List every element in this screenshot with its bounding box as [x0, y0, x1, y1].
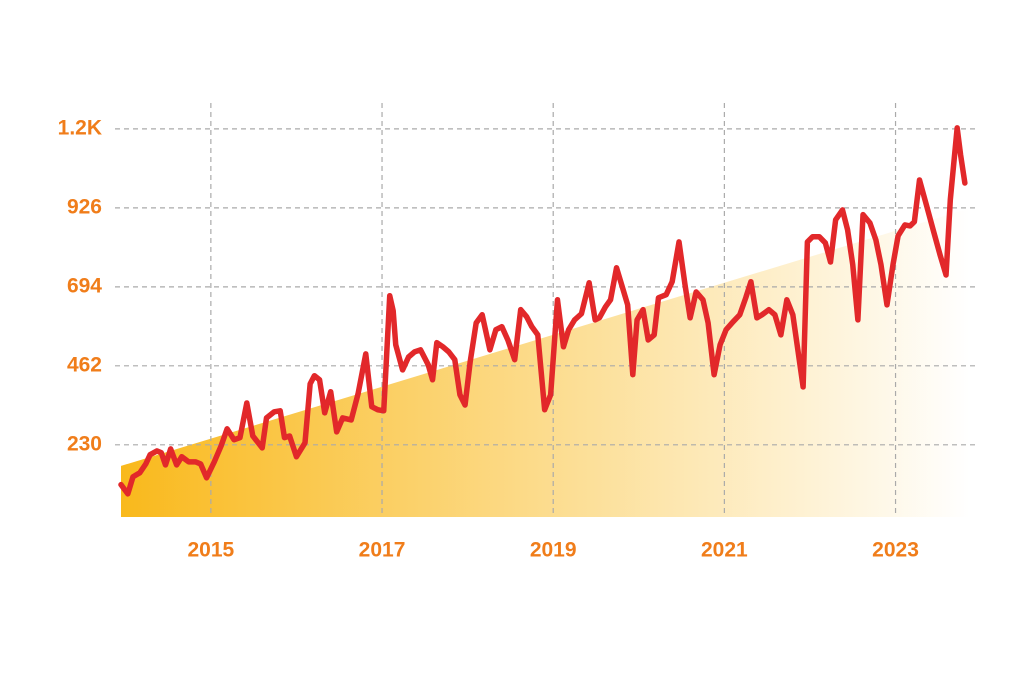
data-line: [118, 125, 968, 497]
x-tick-label: 2017: [359, 539, 406, 562]
trend-area: [121, 208, 970, 517]
y-tick-label: 462: [67, 353, 102, 376]
x-tick-label: 2019: [530, 539, 577, 562]
x-tick-label: 2015: [188, 539, 235, 562]
y-tick-label: 1.2K: [58, 116, 102, 139]
y-tick-label: 694: [67, 274, 102, 297]
y-tick-label: 926: [67, 195, 102, 218]
x-tick-label: 2023: [872, 539, 919, 562]
y-tick-label: 230: [67, 432, 102, 455]
x-tick-label: 2021: [701, 539, 748, 562]
